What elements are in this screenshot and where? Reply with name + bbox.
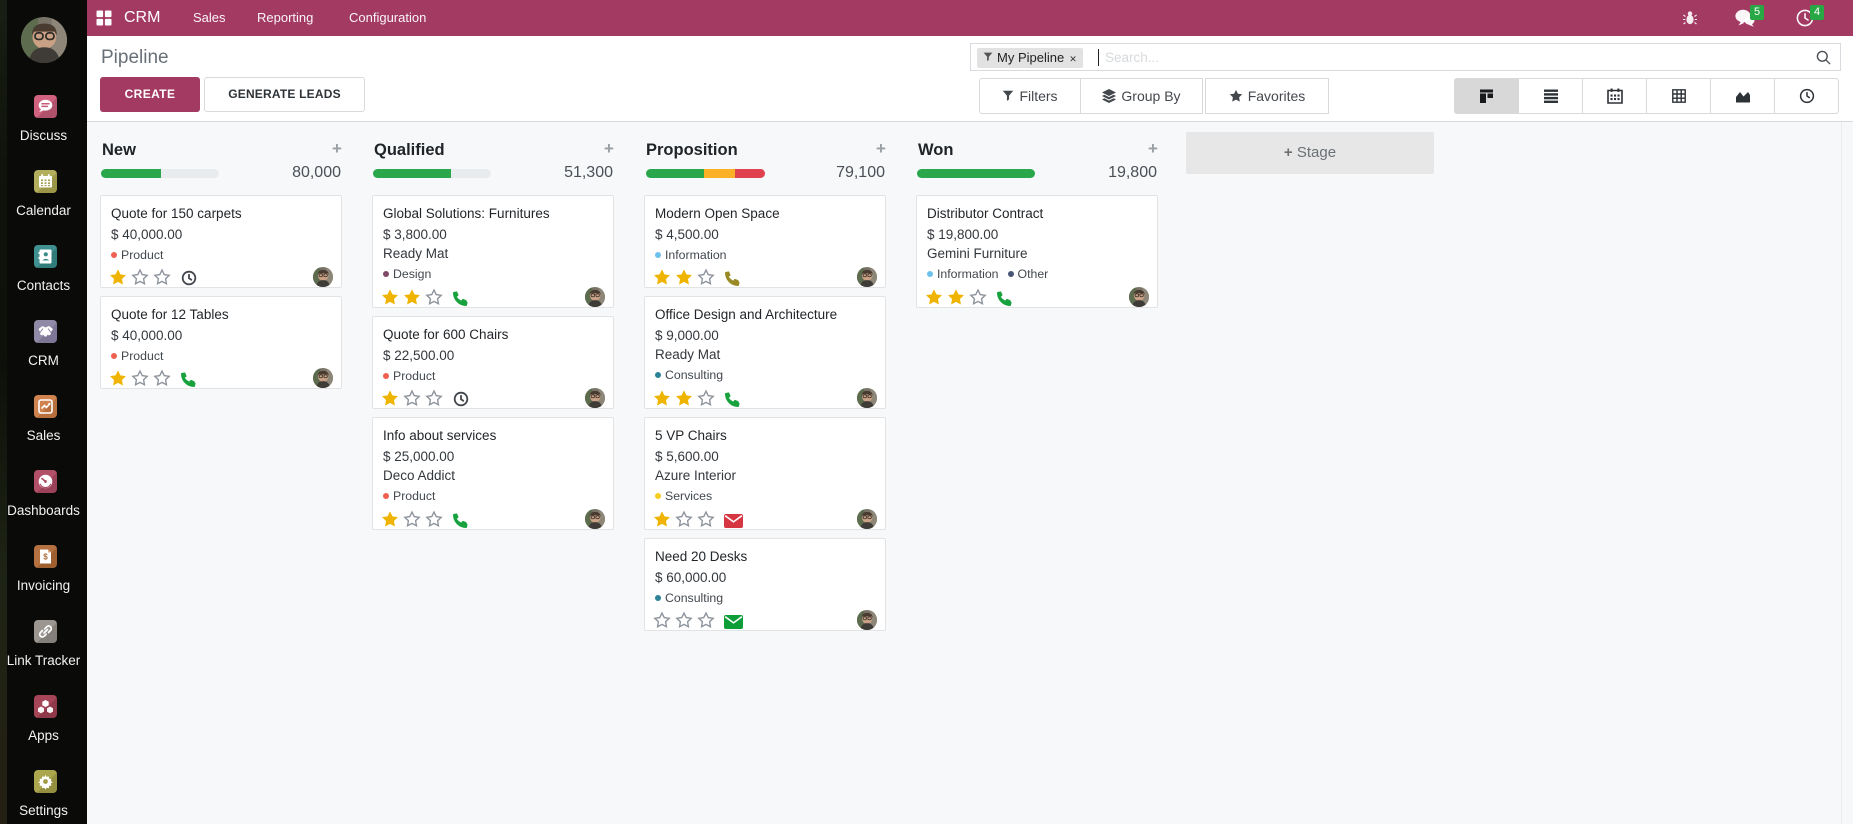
svg-text:$: $	[43, 553, 48, 562]
